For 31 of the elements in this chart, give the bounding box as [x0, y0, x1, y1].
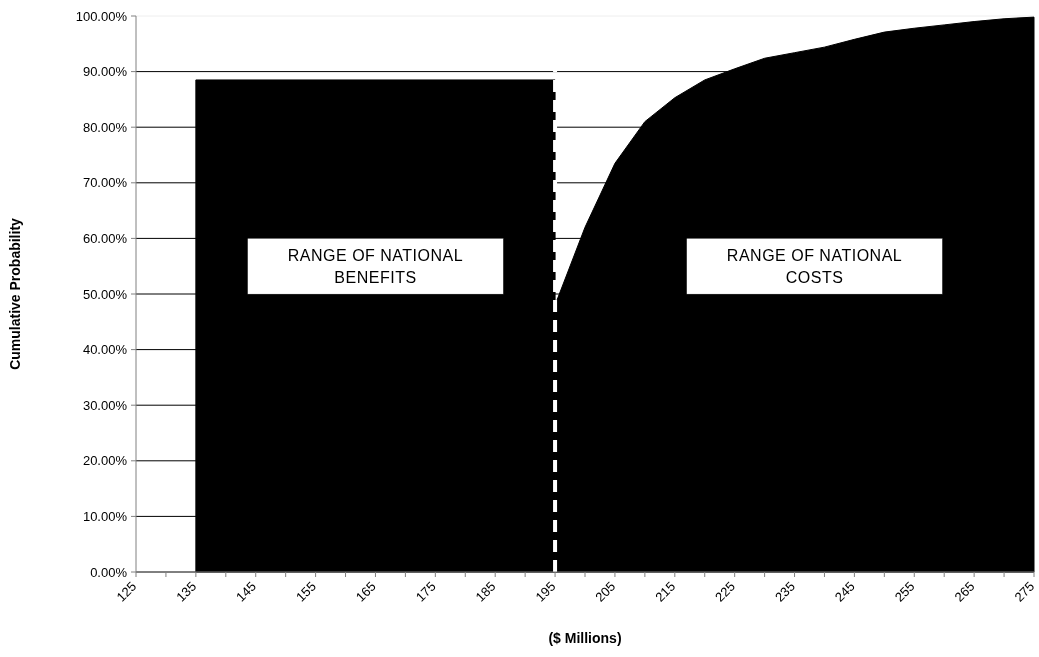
y-tick-label: 60.00% — [82, 230, 128, 246]
x-tick-label: 185 — [472, 578, 499, 605]
x-tick-label: 215 — [652, 578, 679, 605]
y-tick-label: 100.00% — [75, 8, 128, 24]
x-tick-label: 205 — [592, 578, 619, 605]
y-tick-label: 90.00% — [82, 64, 128, 80]
y-tick-label: 10.00% — [82, 508, 128, 524]
x-tick-label: 135 — [173, 578, 200, 605]
y-tick-label: 40.00% — [82, 342, 128, 358]
x-tick-label: 225 — [712, 578, 739, 605]
y-tick-label: 80.00% — [82, 119, 128, 135]
x-tick-label: 245 — [831, 578, 858, 605]
x-tick-label: 125 — [113, 578, 140, 605]
y-tick-label: 0.00% — [90, 564, 128, 580]
y-axis-title: Cumulative Probability — [7, 217, 23, 370]
annotation: RANGE OF NATIONAL COSTS — [726, 246, 903, 286]
x-tick-label: 145 — [233, 578, 260, 605]
x-tick-label: 235 — [771, 578, 798, 605]
x-tick-label: 255 — [891, 578, 918, 605]
y-tick-label: 20.00% — [82, 453, 128, 469]
x-tick-label: 165 — [352, 578, 379, 605]
x-tick-label: 265 — [951, 578, 978, 605]
x-tick-label: 275 — [1011, 578, 1038, 605]
x-tick-label: 175 — [412, 578, 439, 605]
y-tick-label: 70.00% — [82, 175, 128, 191]
y-tick-label: 30.00% — [82, 397, 128, 413]
x-tick-label: 155 — [292, 578, 319, 605]
x-tick-label: 195 — [532, 578, 559, 605]
x-axis-title: ($ Millions) — [548, 630, 622, 646]
annotation: RANGE OF NATIONAL BENEFITS — [287, 246, 464, 286]
y-tick-label: 50.00% — [82, 286, 128, 302]
